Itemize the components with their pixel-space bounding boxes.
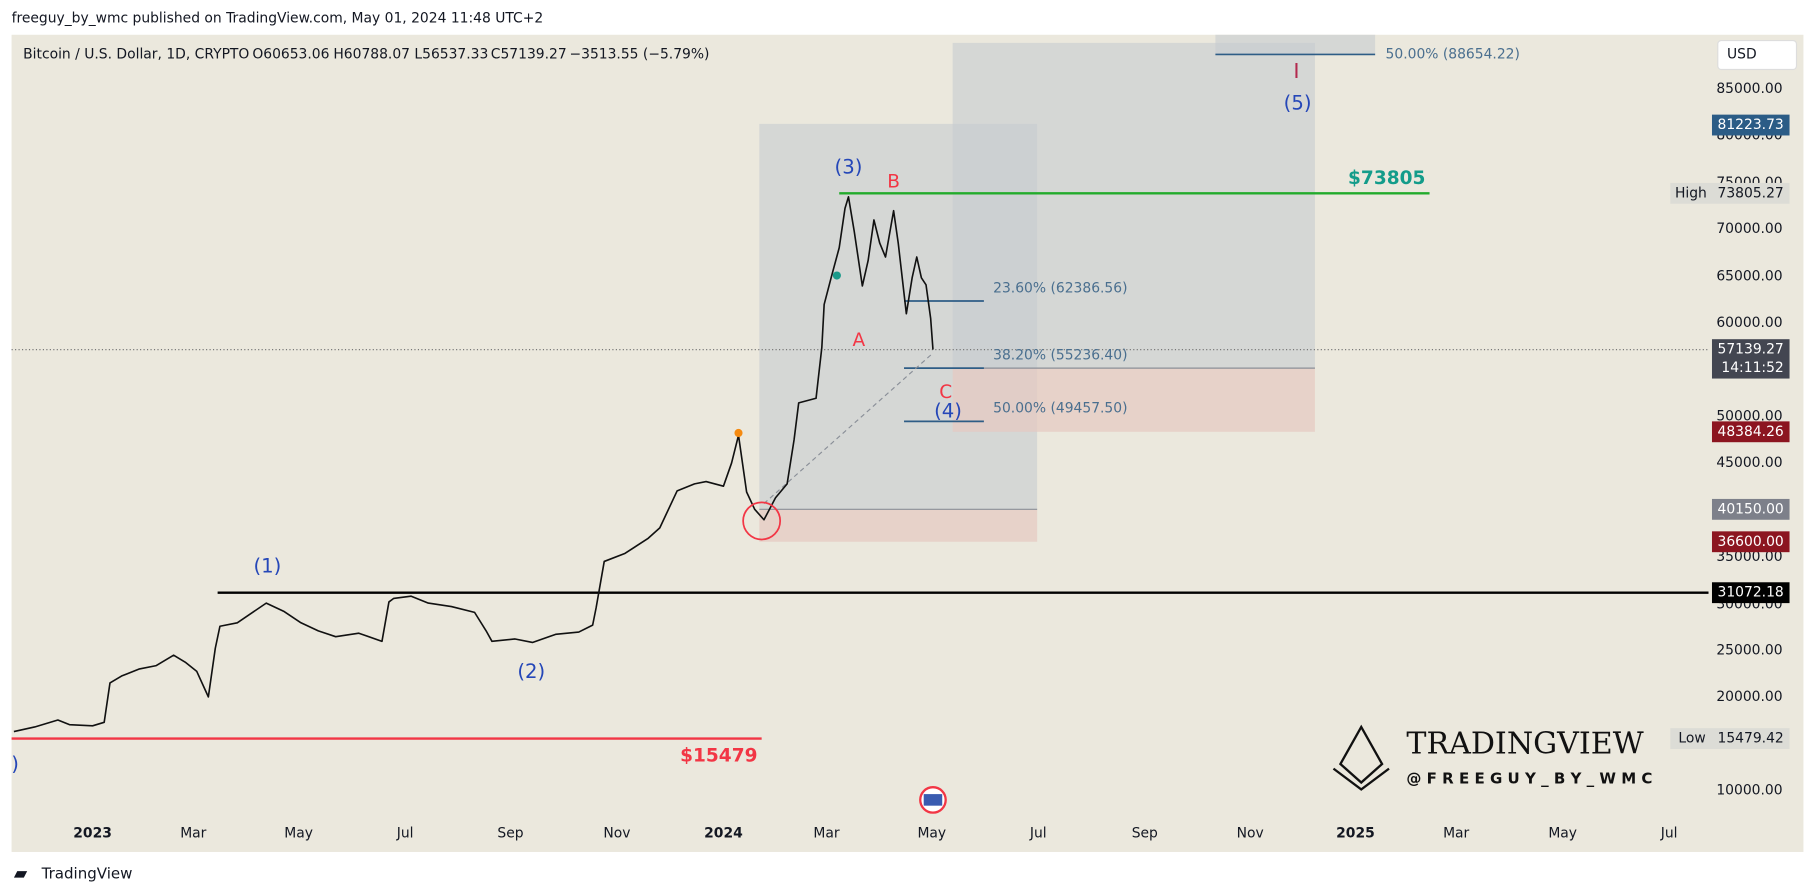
price-tag: [1711, 339, 1790, 379]
currency-button[interactable]: [1717, 39, 1798, 71]
range-box-low: [759, 509, 1038, 542]
price-axis-label: 25000.00: [1716, 643, 1782, 659]
price-tag-label: 31072.18: [1718, 585, 1784, 601]
legend-close: C57139.27: [491, 46, 567, 62]
time-axis-label: Jul: [1029, 825, 1047, 841]
price-tag: [1711, 582, 1790, 604]
time-axis-label: May: [284, 825, 313, 841]
wave-label: ): [11, 753, 19, 776]
footer-logo: ▰: [14, 864, 28, 884]
publisher: freeguy_by_wmc published on TradingView.…: [12, 11, 544, 27]
time-axis-label: Nov: [603, 825, 630, 841]
currency: USD: [1727, 46, 1757, 62]
watermark-logo: [1332, 724, 1390, 791]
target-box-low: [952, 368, 1315, 432]
highlight-circle: [742, 501, 782, 541]
wave-label: C: [939, 382, 952, 403]
time-axis-label: 2025: [1336, 825, 1375, 841]
watermark-brand: TRADINGVIEW: [1406, 726, 1643, 761]
price-tag: [1711, 114, 1790, 136]
time-axis-label: Sep: [1132, 825, 1158, 841]
time-axis-label: Nov: [1237, 825, 1264, 841]
footer-brand: TradingView: [41, 864, 133, 882]
wave-label: I: [1293, 59, 1299, 83]
time-axis-label: May: [1548, 825, 1577, 841]
legend-high: H60788.07: [333, 46, 410, 62]
target-box: [952, 42, 1315, 369]
wave-label: B: [887, 171, 900, 192]
time-axis-label: Mar: [813, 825, 839, 841]
wave-label: (1): [253, 555, 281, 578]
fib-label: 23.60% (62386.56): [993, 280, 1127, 296]
price-tag-label: 48384.26: [1718, 424, 1784, 440]
legend-symbol: Bitcoin / U.S. Dollar, 1D, CRYPTO: [23, 46, 249, 62]
wave-label: (2): [517, 660, 545, 683]
fib-label: 50.00% (49457.50): [993, 401, 1127, 417]
price-axis-label: 10000.00: [1716, 783, 1782, 799]
price-axis-label: 50000.00: [1716, 409, 1782, 425]
wave-label: (5): [1284, 92, 1312, 115]
legend-open: O60653.06: [252, 46, 329, 62]
event-icon: [923, 794, 943, 806]
price-tag-label: 15479.42: [1718, 731, 1784, 747]
price-axis-label: 20000.00: [1716, 689, 1782, 705]
price-axis-label: 60000.00: [1716, 315, 1782, 331]
watermark-author: @ F R E E G U Y _ B Y _ W M C: [1406, 770, 1652, 788]
time-axis-label: Jul: [396, 825, 414, 841]
price-tag: [1711, 421, 1790, 443]
price-axis-label: 85000.00: [1716, 81, 1782, 97]
time-axis-label: May: [917, 825, 946, 841]
time-axis-label: Mar: [180, 825, 206, 841]
price-axis-label: 35000.00: [1716, 549, 1782, 565]
time-axis-label: Jul: [1660, 825, 1678, 841]
price-tag-label: 40150.00: [1718, 501, 1784, 517]
marker-dot: [832, 271, 841, 280]
price-tag-label: 14:11:52: [1721, 360, 1783, 376]
price-axis-label: 65000.00: [1716, 269, 1782, 285]
price-tag-label: Low: [1678, 731, 1705, 747]
legend-change: −3513.55 (−5.79%): [570, 46, 710, 62]
wave-label: (4): [934, 400, 962, 423]
level-label: $15479: [680, 745, 757, 766]
price-tag-label: 57139.27: [1718, 342, 1784, 358]
marker-dot: [734, 428, 743, 438]
wave-label: A: [853, 330, 866, 351]
price-axis-label: 45000.00: [1716, 455, 1782, 471]
price-tag: [1670, 728, 1790, 749]
level-label: $73805: [1348, 168, 1425, 189]
price-tag-label: 36600.00: [1718, 534, 1784, 550]
price-tag: [1711, 531, 1790, 553]
time-axis-label: Sep: [497, 825, 523, 841]
price-tag-label: High: [1675, 185, 1707, 201]
price-tag: [1670, 182, 1790, 204]
price-tag-label: 73805.27: [1718, 185, 1784, 201]
trend-line: [763, 352, 934, 504]
price-tag: [1711, 498, 1790, 520]
price-axis-label: 70000.00: [1716, 221, 1782, 237]
fib-label: 50.00% (88654.22): [1386, 46, 1520, 62]
time-axis-label: 2024: [704, 825, 743, 841]
price-tag-label: 81223.73: [1718, 117, 1784, 133]
legend-low: L56537.33: [414, 46, 488, 62]
time-axis-label: Mar: [1443, 825, 1469, 841]
wave-label: (3): [835, 155, 863, 178]
time-axis-label: 2023: [73, 825, 112, 841]
price-series: [13, 196, 934, 733]
top-box: [1215, 34, 1376, 55]
fib-label: 38.20% (55236.40): [993, 347, 1127, 363]
